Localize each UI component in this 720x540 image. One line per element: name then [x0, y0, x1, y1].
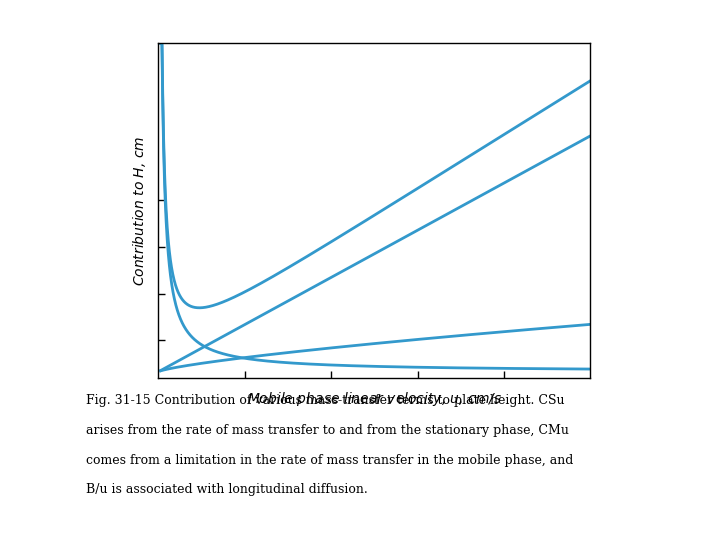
Text: B/u is associated with longitudinal diffusion.: B/u is associated with longitudinal diff…: [86, 483, 368, 496]
Text: arises from the rate of mass transfer to and from the stationary phase, CMu: arises from the rate of mass transfer to…: [86, 424, 570, 437]
Text: $B/u$: $B/u$: [0, 539, 1, 540]
Text: Fig. 31-15 Contribution of various mass-transfer terms to plate height. CSu: Fig. 31-15 Contribution of various mass-…: [86, 394, 565, 407]
Text: $H$: $H$: [0, 539, 1, 540]
Text: $C_S u$: $C_S u$: [0, 539, 1, 540]
X-axis label: Mobile phase linear velocity, $u$, cm/s: Mobile phase linear velocity, $u$, cm/s: [247, 390, 502, 408]
Text: $C_M u$: $C_M u$: [0, 539, 1, 540]
Text: comes from a limitation in the rate of mass transfer in the mobile phase, and: comes from a limitation in the rate of m…: [86, 454, 574, 467]
Y-axis label: Contribution to $H$, cm: Contribution to $H$, cm: [131, 136, 148, 286]
